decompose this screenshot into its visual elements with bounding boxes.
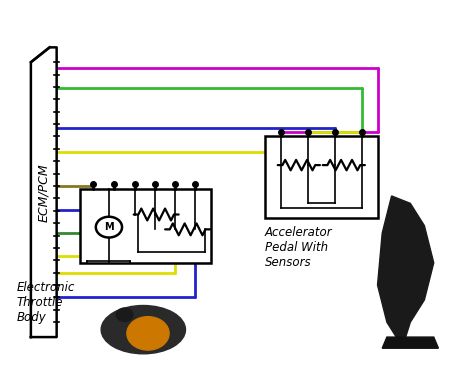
Text: ECM/PCM: ECM/PCM xyxy=(37,163,50,222)
Bar xyxy=(265,136,377,218)
Polygon shape xyxy=(382,337,438,348)
Polygon shape xyxy=(377,196,434,337)
Text: Electronic
Throttle
Body: Electronic Throttle Body xyxy=(17,281,75,324)
Ellipse shape xyxy=(101,305,185,354)
Circle shape xyxy=(127,317,169,350)
Circle shape xyxy=(116,308,133,322)
Text: M: M xyxy=(104,222,114,232)
Bar xyxy=(80,188,211,263)
Text: Accelerator
Pedal With
Sensors: Accelerator Pedal With Sensors xyxy=(265,226,333,269)
